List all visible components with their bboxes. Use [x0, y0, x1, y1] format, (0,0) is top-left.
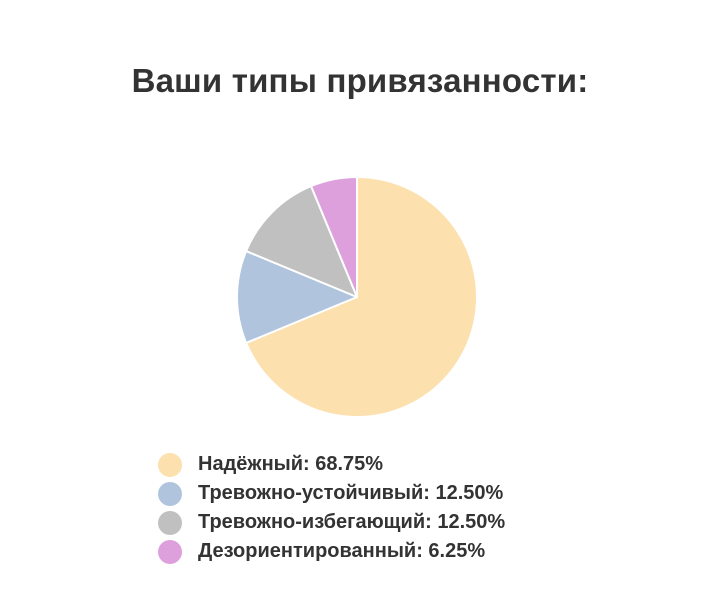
chart-legend: Надёжный: 68.75% Тревожно-устойчивый: 12.… [158, 450, 505, 566]
chart-title: Ваши типы привязанности: [131, 62, 589, 99]
pie-chart [236, 176, 478, 418]
legend-item: Дезориентированный: 6.25% [158, 537, 505, 566]
legend-item: Надёжный: 68.75% [158, 450, 505, 479]
legend-swatch [158, 510, 182, 535]
legend-item: Тревожно-избегающий: 12.50% [158, 508, 505, 537]
legend-label: Тревожно-устойчивый: 12.50% [198, 482, 504, 504]
legend-item: Тревожно-устойчивый: 12.50% [158, 479, 505, 508]
legend-swatch [158, 452, 182, 477]
pie-slice-3 [245, 185, 358, 298]
legend-label: Тревожно-избегающий: 12.50% [198, 511, 506, 533]
pie-slice-2 [236, 250, 358, 344]
pie-slice-4 [310, 176, 358, 298]
legend-swatch [158, 539, 182, 564]
pie-slice-1 [245, 176, 478, 418]
legend-swatch [158, 481, 182, 506]
legend-label: Дезориентированный: 6.25% [198, 540, 486, 562]
legend-label: Надёжный: 68.75% [198, 453, 384, 475]
